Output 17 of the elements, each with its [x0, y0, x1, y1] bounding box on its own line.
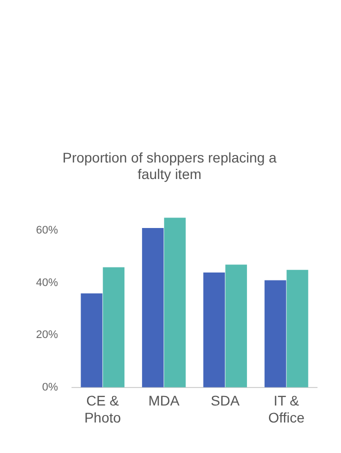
y-tick-label: 0% — [42, 381, 58, 394]
bar — [80, 293, 102, 388]
x-tick-label: MDA — [148, 392, 180, 409]
bar — [225, 264, 247, 388]
x-tick-label: IT & Office — [268, 392, 305, 426]
y-tick-label: 40% — [36, 276, 58, 289]
x-tick-label: SDA — [210, 392, 240, 409]
bar — [164, 218, 186, 388]
x-tick-label: CE & Photo — [84, 392, 122, 426]
bar — [102, 267, 124, 388]
y-tick-label: 60% — [36, 224, 58, 237]
chart-title: Proportion of shoppers replacing a faulty item — [62, 149, 277, 182]
y-tick-label: 20% — [36, 329, 58, 342]
bar — [142, 228, 164, 388]
bar — [286, 270, 308, 388]
bar — [264, 280, 286, 388]
bar — [203, 272, 225, 388]
